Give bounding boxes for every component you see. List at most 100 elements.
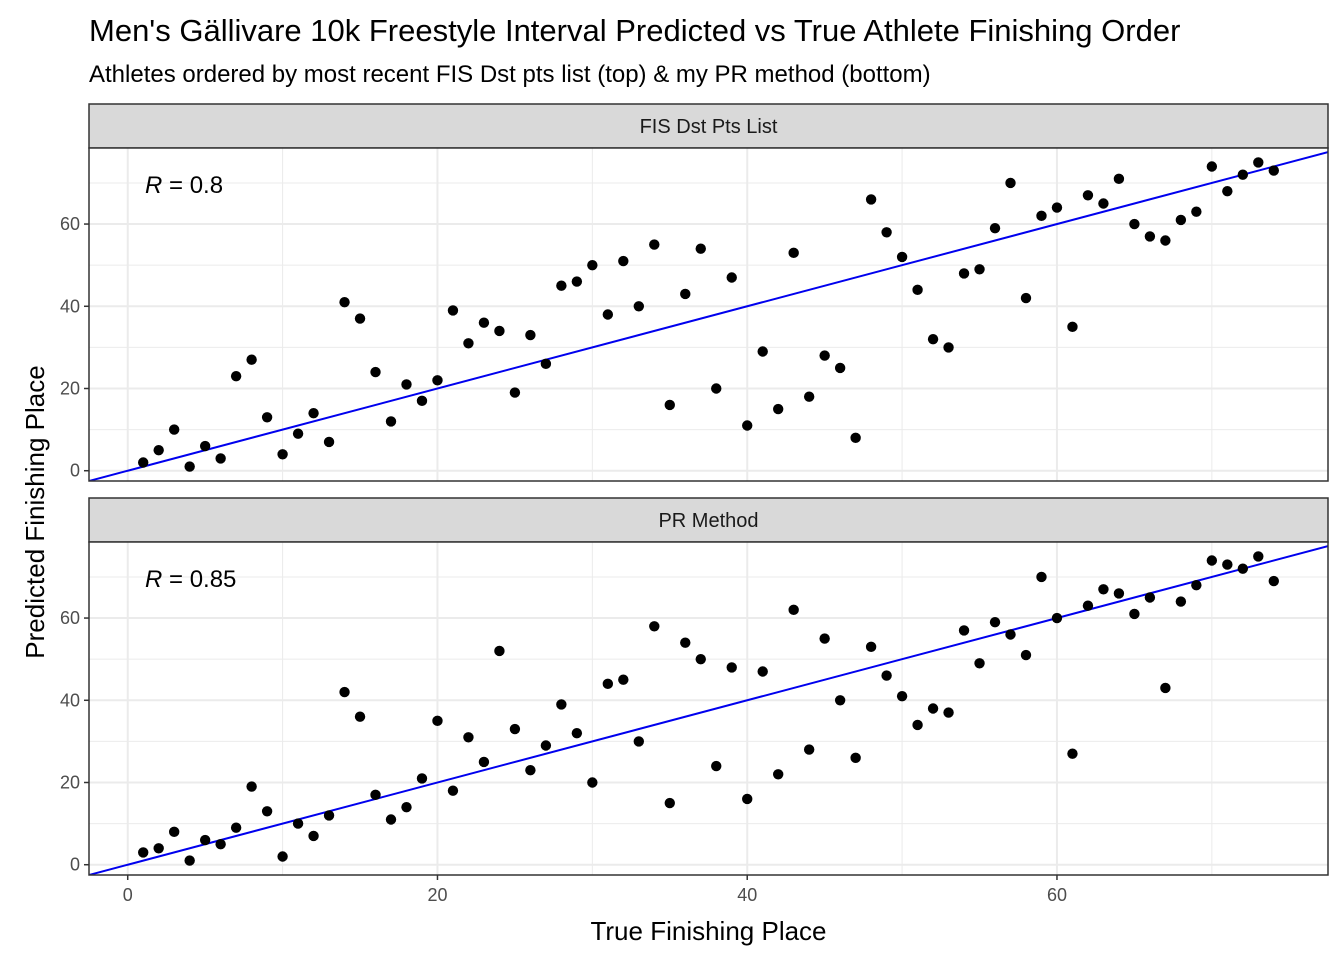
data-point	[416, 773, 428, 784]
y-tick-label: 20	[60, 773, 80, 793]
data-point	[261, 412, 273, 423]
data-point	[602, 309, 614, 320]
data-point	[246, 354, 257, 365]
y-tick-label: 60	[60, 608, 80, 628]
data-point	[540, 358, 552, 370]
data-point	[494, 325, 505, 337]
x-axis-title: True Finishing Place	[590, 916, 826, 946]
data-point	[1098, 584, 1109, 595]
data-point	[850, 432, 861, 444]
x-tick-label: 0	[123, 885, 133, 905]
data-point	[509, 387, 521, 398]
data-point	[1144, 231, 1156, 242]
data-point	[680, 288, 691, 300]
data-point	[385, 416, 397, 427]
data-point	[292, 428, 304, 439]
data-point	[633, 736, 645, 747]
data-point	[865, 641, 877, 653]
x-axis: 0 20 40 60	[123, 875, 1067, 905]
data-point	[711, 760, 722, 772]
y-tick-label: 20	[60, 379, 80, 399]
correlation-symbol: R	[145, 566, 162, 593]
data-point	[881, 227, 892, 238]
data-point	[1036, 571, 1047, 583]
data-point	[695, 243, 706, 254]
y-axis-title: Predicted Finishing Place	[20, 365, 50, 658]
data-point	[974, 658, 985, 669]
data-point	[958, 268, 970, 279]
chart-subtitle: Athletes ordered by most recent FIS Dst …	[89, 61, 931, 88]
x-tick-label: 40	[737, 885, 757, 905]
data-point	[323, 810, 335, 821]
data-point	[618, 255, 629, 267]
data-point	[618, 674, 629, 685]
data-point	[664, 399, 675, 411]
data-point	[602, 678, 614, 690]
data-point	[416, 395, 428, 407]
data-point	[850, 752, 861, 764]
data-point	[664, 797, 675, 809]
fit-line	[89, 151, 1328, 481]
data-point	[649, 239, 660, 250]
data-point	[1253, 551, 1264, 562]
data-point	[432, 715, 443, 727]
data-point	[772, 769, 784, 780]
facet-strip-label: FIS Dst Pts List	[640, 116, 778, 138]
data-point	[1253, 157, 1264, 168]
data-points	[138, 157, 1279, 472]
panel-border	[88, 147, 1329, 482]
data-point	[153, 843, 164, 854]
data-point	[943, 707, 954, 718]
data-point	[1113, 173, 1125, 185]
data-point	[989, 222, 1001, 234]
data-point	[354, 313, 366, 324]
y-axis: 0 20 40 60	[60, 214, 89, 481]
chart-title: Men's Gällivare 10k Freestyle Interval P…	[89, 13, 1180, 48]
data-point	[277, 449, 288, 460]
data-point	[1191, 579, 1202, 591]
data-point	[680, 637, 691, 648]
data-point	[1129, 608, 1140, 620]
panel-2: PR Method R = 0.85 0 20 40 60	[60, 497, 1329, 876]
data-point	[757, 666, 768, 677]
data-point	[401, 801, 412, 813]
data-points	[138, 551, 1279, 866]
data-point	[401, 379, 412, 390]
data-point	[184, 461, 195, 472]
data-point	[277, 851, 288, 862]
data-point	[478, 317, 490, 328]
data-point	[571, 276, 583, 287]
data-point	[1036, 210, 1047, 222]
data-point	[1005, 629, 1016, 640]
data-point	[912, 284, 923, 296]
correlation-label: R = 0.85	[145, 566, 236, 593]
data-point	[230, 822, 242, 833]
data-point	[184, 855, 195, 866]
data-point	[556, 699, 567, 710]
data-point	[726, 272, 737, 283]
x-tick-label: 20	[427, 885, 447, 905]
data-point	[447, 785, 459, 796]
data-point	[308, 830, 319, 842]
data-point	[912, 719, 923, 731]
data-point	[556, 280, 567, 291]
correlation-label: R = 0.8	[145, 172, 223, 199]
data-point	[1222, 185, 1233, 197]
data-point	[711, 383, 722, 394]
data-point	[757, 346, 768, 357]
data-point	[447, 305, 459, 316]
data-point	[788, 604, 799, 616]
data-point	[339, 296, 350, 308]
data-point	[478, 756, 490, 768]
data-point	[354, 711, 366, 722]
data-point	[726, 662, 737, 673]
data-point	[742, 793, 753, 805]
data-point	[385, 814, 397, 825]
data-point	[199, 834, 211, 846]
panels: FIS Dst Pts List R = 0.8 0 20 40 60 PR Method R…	[60, 103, 1329, 876]
y-tick-label: 40	[60, 296, 80, 316]
data-point	[1191, 206, 1202, 217]
data-point	[339, 686, 350, 698]
data-point	[463, 338, 474, 349]
y-tick-label: 0	[70, 855, 80, 875]
